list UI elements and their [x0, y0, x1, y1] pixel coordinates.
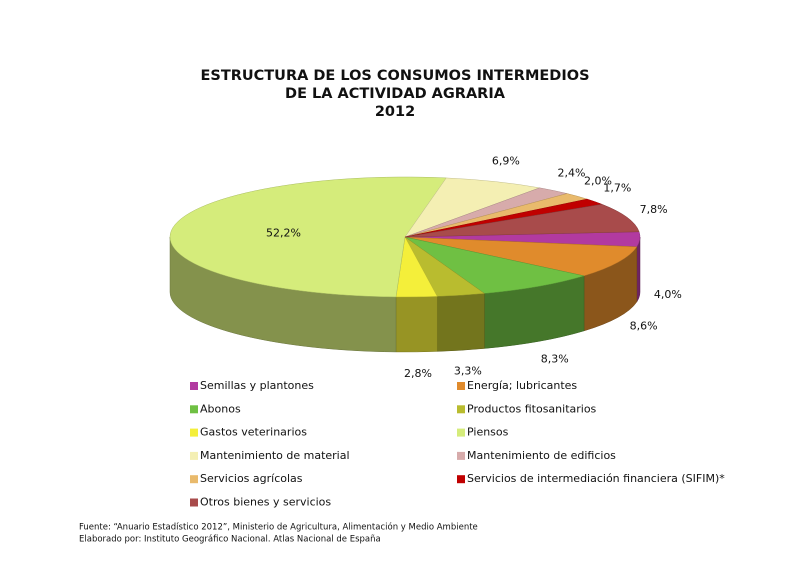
legend-swatch [190, 451, 198, 460]
data-label: 52,2% [266, 227, 301, 240]
legend-swatch [457, 428, 465, 437]
legend-label: Mantenimiento de material [200, 449, 350, 462]
chart-title: DE LA ACTIVIDAD AGRARIA [285, 86, 506, 102]
legend-swatch [457, 451, 465, 460]
data-label: 8,3% [541, 352, 569, 365]
source-note: Fuente: “Anuario Estadístico 2012”, Mini… [79, 522, 478, 533]
data-label: 2,0% [584, 174, 612, 187]
data-label: 8,6% [630, 319, 658, 332]
slice-side [395, 296, 438, 353]
legend-swatch [190, 498, 198, 507]
legend-label: Servicios agrícolas [200, 472, 303, 485]
legend-label: Otros bienes y servicios [200, 496, 331, 509]
data-label: 7,8% [640, 203, 668, 216]
legend-swatch [190, 428, 198, 437]
legend-label: Servicios de intermediación financiera (… [467, 472, 725, 485]
legend-swatch [457, 475, 465, 484]
legend-label: Piensos [467, 426, 509, 439]
slice [169, 176, 447, 298]
data-label: 6,9% [492, 154, 520, 167]
legend-swatch [457, 382, 465, 390]
data-label: 2,4% [558, 167, 586, 180]
legend-label: Semillas y plantones [200, 379, 314, 392]
data-label: 4,0% [654, 288, 682, 301]
data-label: 1,7% [603, 182, 631, 195]
slice [404, 236, 586, 294]
slice [404, 236, 638, 277]
legend-label: Mantenimiento de edificios [467, 449, 616, 462]
data-label: 3,3% [454, 365, 482, 378]
legend-swatch [190, 475, 198, 484]
data-label: 2,8% [404, 367, 432, 380]
legend-swatch [190, 382, 198, 390]
legend-swatch [457, 405, 465, 414]
slice-side [436, 293, 485, 352]
legend-label: Energía; lubricantes [467, 379, 577, 392]
legend-label: Productos fitosanitarios [467, 402, 597, 415]
slice-side [636, 236, 641, 303]
legend-label: Gastos veterinarios [200, 426, 307, 439]
source-note: Elaborado por: Instituto Geográfico Naci… [79, 535, 381, 545]
legend-label: Abonos [200, 402, 241, 415]
slice [404, 203, 640, 238]
chart-title: ESTRUCTURA DE LOS CONSUMOS INTERMEDIOS [200, 68, 589, 84]
legend-swatch [190, 405, 198, 414]
chart-title: 2012 [375, 104, 415, 120]
